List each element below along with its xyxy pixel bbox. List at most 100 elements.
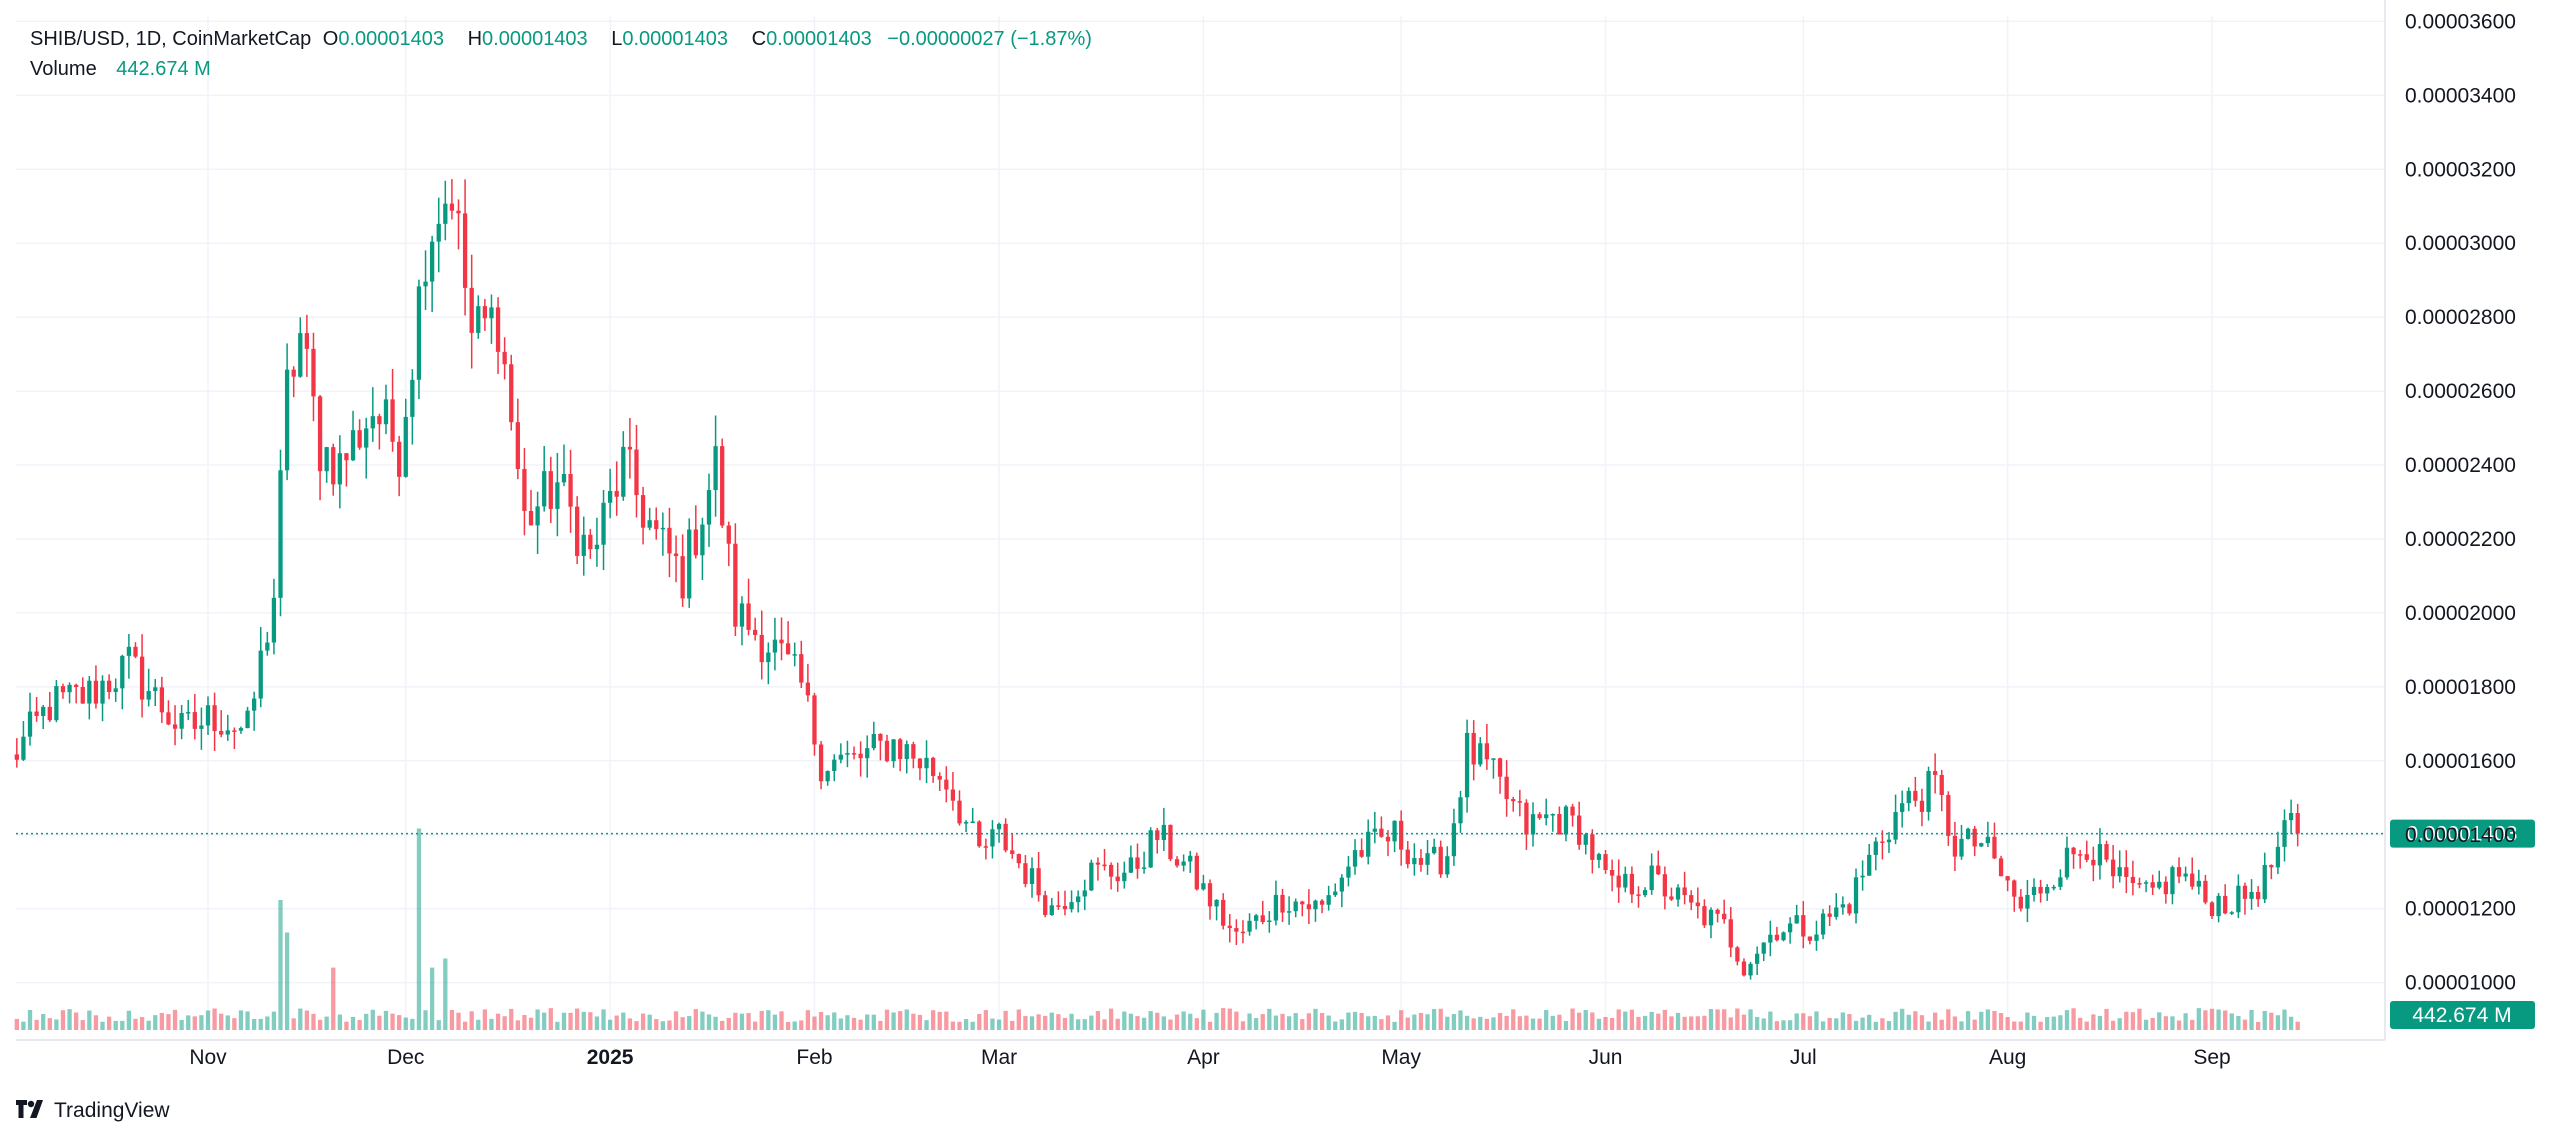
volume-bar (2183, 1013, 2188, 1030)
volume-bar (2190, 1019, 2195, 1030)
volume-bar (2269, 1012, 2274, 1030)
candle-body (1550, 814, 1555, 816)
volume-bar (594, 1016, 600, 1030)
volume-bar (403, 1017, 408, 1030)
volume-bar (284, 932, 290, 1030)
volume-bar (1451, 1014, 1457, 1030)
volume-bar (1260, 1014, 1265, 1030)
candle-body (1972, 828, 1977, 847)
volume-bar (2124, 1011, 2129, 1030)
candle-body (700, 524, 705, 556)
candle-body (443, 203, 448, 224)
candle-body (1458, 797, 1463, 824)
volume-bar (2078, 1017, 2083, 1030)
candle-body (146, 691, 151, 700)
candle-body (364, 428, 369, 448)
volume-bar (2104, 1008, 2109, 1030)
volume-bar (2018, 1021, 2023, 1030)
candle-body (845, 753, 850, 755)
volume-bar (67, 1009, 72, 1030)
volume-bar (1029, 1016, 1035, 1030)
volume-bar (963, 1019, 969, 1030)
volume-bar (2005, 1017, 2010, 1030)
candle-body (324, 447, 329, 472)
volume-bar (1148, 1011, 1153, 1030)
candle-body (1669, 896, 1674, 900)
candle-body (1089, 862, 1094, 891)
volume-bar (1893, 1011, 1898, 1030)
volume-bar (785, 1021, 791, 1030)
candle-body (2249, 892, 2254, 899)
candle-body (1128, 857, 1134, 873)
candle-body (1300, 901, 1305, 905)
volume-bar (2038, 1021, 2043, 1030)
volume-bar (2045, 1017, 2050, 1030)
volume-bar (93, 1015, 99, 1030)
candle-body (2209, 902, 2215, 917)
volume-bar (838, 1018, 843, 1030)
volume-bar (87, 1010, 92, 1030)
candle-body (502, 351, 507, 365)
volume-bar (1886, 1021, 1892, 1030)
candle-body (706, 490, 712, 525)
volume-bar (2031, 1015, 2037, 1030)
candle-body (1339, 877, 1344, 892)
candle-body (47, 706, 52, 721)
candle-body (1702, 906, 1707, 926)
tradingview-branding[interactable]: TradingView (16, 1098, 170, 1124)
volume-bar (1530, 1018, 1536, 1030)
candle-body (1254, 915, 1259, 921)
candle-body (1333, 891, 1338, 896)
volume-bar (1372, 1015, 1377, 1030)
volume-bar (1544, 1009, 1549, 1030)
volume-bar (1049, 1012, 1054, 1030)
volume-bar (1069, 1013, 1074, 1030)
volume-bar (1227, 1008, 1232, 1030)
candle-body (1405, 849, 1410, 865)
price-tick-label: 0.00002600 (2405, 380, 2516, 403)
volume-bar (647, 1014, 652, 1030)
candle-body (1695, 902, 1700, 907)
volume-bar (1366, 1016, 1371, 1030)
candle-body (983, 846, 989, 848)
volume-bar (1926, 1021, 1931, 1030)
volume-bar (2150, 1017, 2155, 1030)
volume-bar (792, 1021, 797, 1030)
candle-body (456, 210, 461, 214)
volume-bar (1359, 1012, 1364, 1030)
volume-bar (759, 1010, 764, 1030)
candle-body (1682, 887, 1687, 896)
volume-bar (1939, 1019, 1944, 1030)
candle-body (2005, 876, 2010, 881)
volume-bar (1504, 1015, 1509, 1030)
volume-bar (614, 1015, 619, 1030)
volume-bar (588, 1012, 593, 1030)
candle-body (139, 656, 145, 700)
volume-bar (1293, 1013, 1298, 1030)
volume-bar (298, 1008, 303, 1030)
candle-body (680, 556, 685, 599)
candle-body (1636, 894, 1641, 896)
volume-bar (555, 1021, 560, 1030)
symbol-title[interactable]: SHIB/USD, 1D, CoinMarketCap (30, 28, 312, 50)
volume-bar (528, 1017, 534, 1030)
candle-body (1932, 771, 1938, 775)
candle-body (1181, 861, 1186, 866)
candle-body (759, 634, 764, 663)
candle-body (252, 698, 257, 711)
volume-bar (548, 1008, 553, 1030)
volume-bar (423, 1010, 428, 1030)
volume-bar (1108, 1008, 1114, 1030)
volume-bar (278, 900, 283, 1030)
volume-label[interactable]: Volume (30, 58, 97, 80)
candle-body (937, 775, 942, 780)
volume-bar (845, 1015, 850, 1030)
volume-bar (60, 1010, 66, 1030)
candle-body (957, 800, 962, 824)
volume-bar (1774, 1021, 1780, 1030)
candle-body (1445, 856, 1450, 875)
volume-bar (502, 1016, 507, 1030)
candle-body (2223, 895, 2228, 914)
volume-bar (41, 1014, 46, 1030)
